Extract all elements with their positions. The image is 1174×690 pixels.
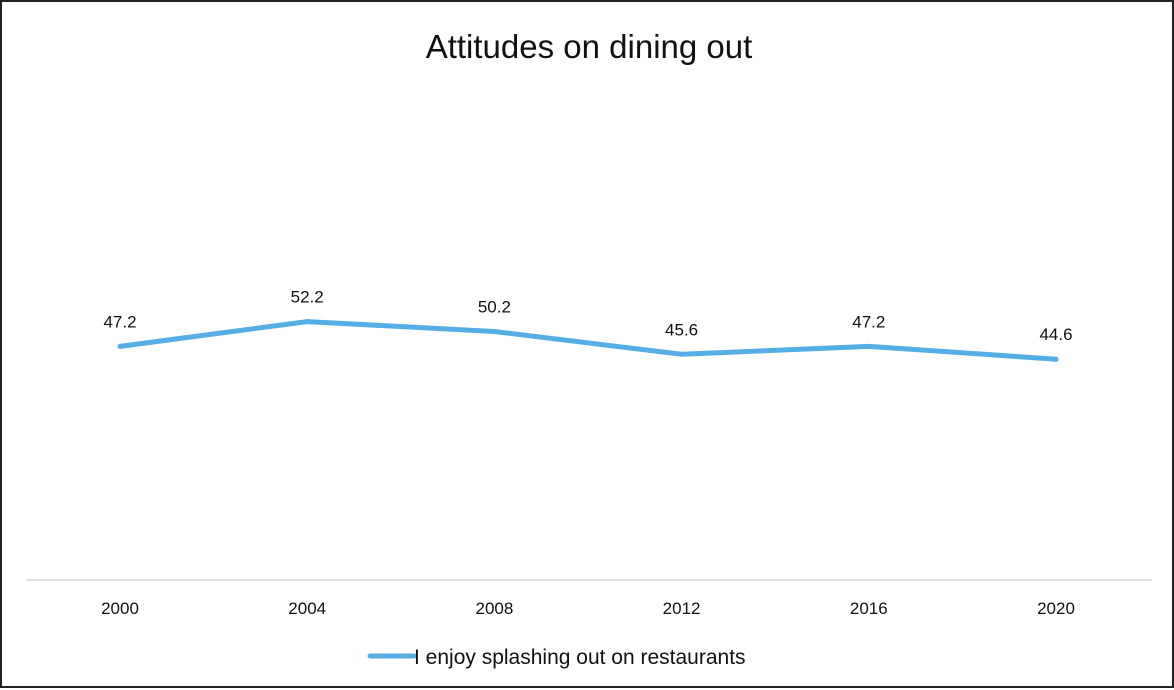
legend-label: I enjoy splashing out on restaurants	[414, 646, 746, 669]
series-line	[117, 319, 1059, 362]
x-axis-tick-labels: 2000 2004 2008 2012 2016 2020	[101, 599, 1075, 618]
data-label-2016: 47.2	[852, 312, 885, 331]
data-label-2000: 47.2	[103, 312, 136, 331]
data-label-2020: 44.6	[1039, 325, 1072, 344]
data-point-2004	[304, 319, 310, 325]
x-tick-label-2004: 2004	[288, 599, 326, 618]
x-tick-label-2000: 2000	[101, 599, 139, 618]
x-tick-label-2020: 2020	[1037, 599, 1075, 618]
data-point-2000	[117, 343, 123, 349]
x-tick-label-2008: 2008	[475, 599, 513, 618]
data-point-2012	[679, 351, 685, 357]
data-point-2016	[866, 343, 872, 349]
x-tick-label-2016: 2016	[850, 599, 888, 618]
series-group	[117, 319, 1059, 362]
legend: I enjoy splashing out on restaurants	[367, 646, 746, 669]
x-tick-label-2012: 2012	[663, 599, 701, 618]
data-point-2020	[1053, 356, 1059, 362]
data-labels-group: 47.2 52.2 50.2 45.6 47.2 44.6	[103, 288, 1072, 345]
data-label-2004: 52.2	[291, 288, 324, 307]
chart-title: Attitudes on dining out	[426, 28, 753, 65]
data-label-2012: 45.6	[665, 320, 698, 339]
data-label-2008: 50.2	[478, 298, 511, 317]
data-point-2008	[491, 329, 497, 335]
